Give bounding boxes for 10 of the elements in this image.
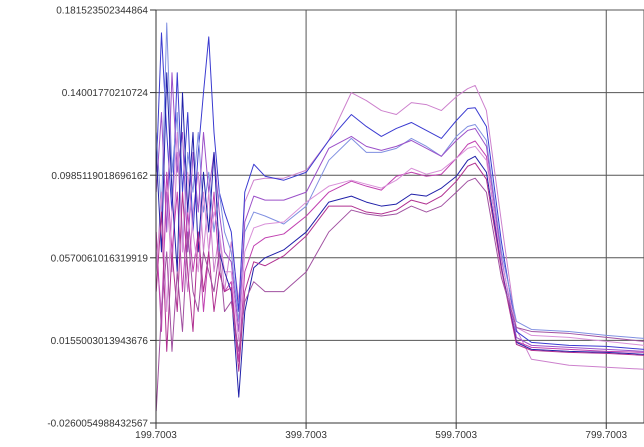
y-tick-label: 0.14001770210724: [62, 88, 148, 100]
x-tick-label: 799.7003: [585, 430, 628, 442]
x-tick-label: 599.7003: [435, 430, 478, 442]
y-tick-label: 0.0985119018696162: [51, 170, 148, 182]
y-tick-label: 0.0155003013943676: [50, 336, 148, 347]
x-tick-label: 399.7003: [285, 430, 328, 442]
y-tick-label: -0.0260054988432567: [47, 418, 148, 430]
x-tick-label: 199.7003: [135, 430, 178, 442]
y-tick-label: 0.181523502344864: [56, 6, 148, 17]
y-tick-label: 0.0570061016319919: [50, 253, 148, 264]
